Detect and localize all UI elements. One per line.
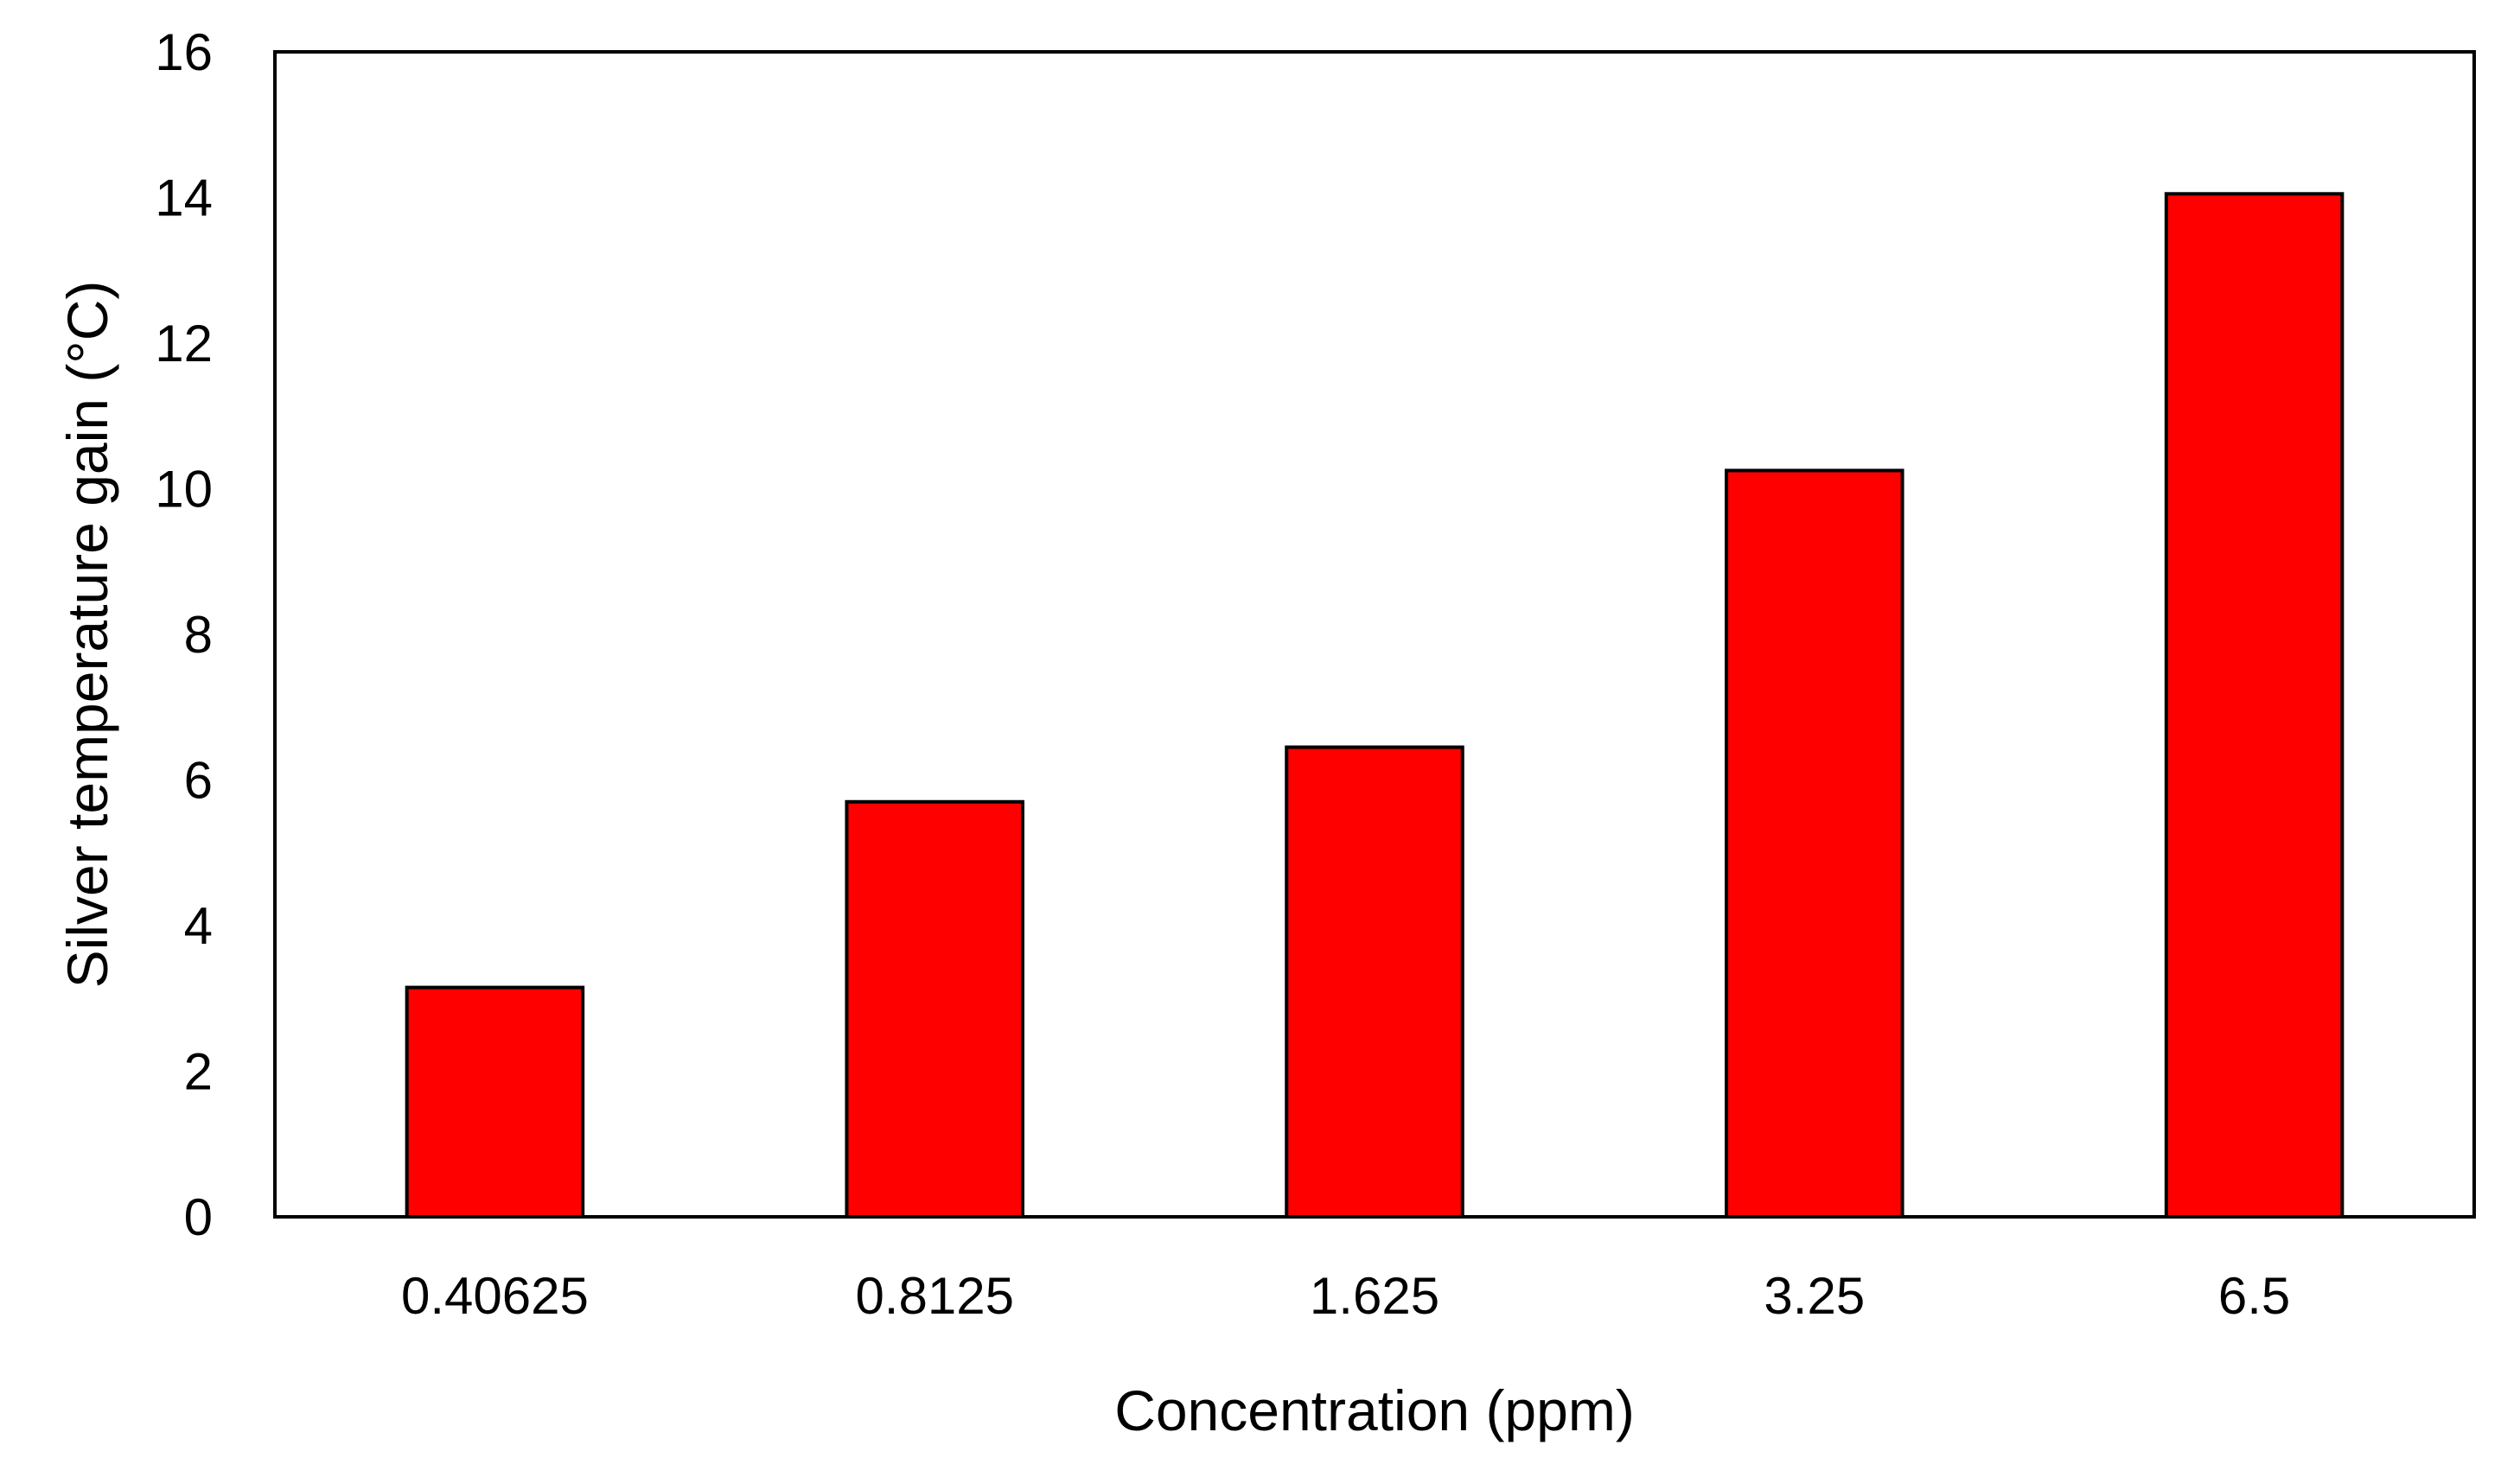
plot-area-frame bbox=[273, 50, 2476, 1219]
x-axis-title: Concentration (ppm) bbox=[1114, 1378, 1635, 1442]
bar-6.5 bbox=[2164, 192, 2345, 1219]
y-tick-label: 0 bbox=[184, 1188, 213, 1246]
x-tick-label: 1.625 bbox=[1310, 1267, 1439, 1325]
bar-1.625 bbox=[1285, 745, 1464, 1219]
y-tick-label: 16 bbox=[155, 23, 213, 81]
y-tick-label: 10 bbox=[155, 461, 213, 519]
y-axis-title: Silver temperature gain (°C) bbox=[55, 281, 119, 989]
y-tick-label: 6 bbox=[184, 752, 213, 810]
y-tick-label: 4 bbox=[184, 897, 213, 955]
bar-0.8125 bbox=[845, 799, 1024, 1219]
bar-0.40625 bbox=[405, 985, 585, 1219]
x-tick-label: 0.8125 bbox=[855, 1267, 1014, 1325]
x-axis-ticks: 0.40625 0.8125 1.625 3.25 6.5 bbox=[401, 1267, 2290, 1325]
y-axis-ticks: 0 2 4 6 8 10 12 14 16 bbox=[155, 23, 213, 1246]
y-tick-label: 12 bbox=[155, 315, 213, 372]
y-tick-label: 8 bbox=[184, 606, 213, 664]
x-tick-label: 6.5 bbox=[2218, 1267, 2290, 1325]
x-tick-label: 0.40625 bbox=[401, 1267, 589, 1325]
y-tick-label: 2 bbox=[184, 1043, 213, 1101]
x-tick-label: 3.25 bbox=[1764, 1267, 1865, 1325]
y-tick-label: 14 bbox=[155, 169, 213, 227]
bar-3.25 bbox=[1725, 468, 1904, 1219]
bars-group bbox=[405, 192, 2345, 1219]
